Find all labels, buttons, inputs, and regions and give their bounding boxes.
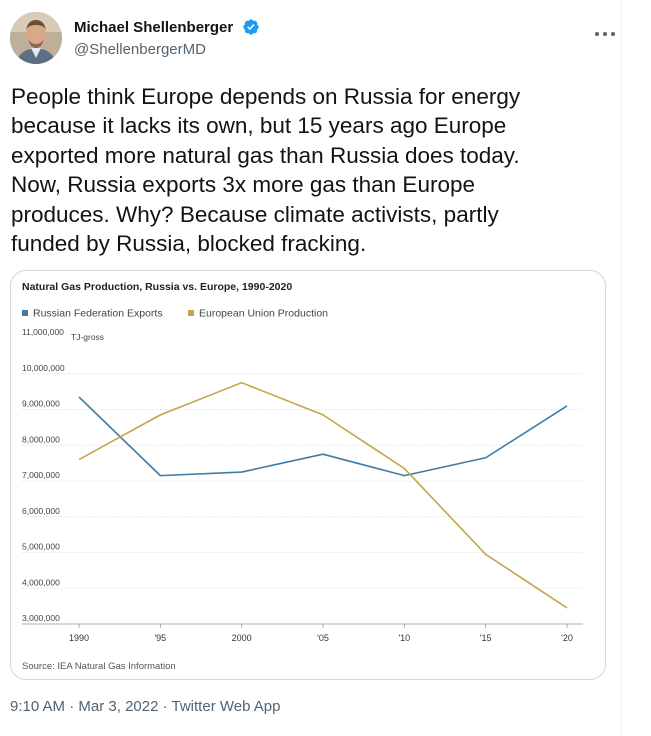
column-divider xyxy=(621,0,622,736)
author-handle[interactable]: @ShellenbergerMD xyxy=(74,41,206,58)
y-tick-label: 3,000,000 xyxy=(22,613,60,623)
chart-title: Natural Gas Production, Russia vs. Europ… xyxy=(22,281,292,293)
meta-separator: · xyxy=(162,698,168,715)
y-tick-label: 7,000,000 xyxy=(22,470,60,480)
x-tick-label: 2000 xyxy=(232,633,252,643)
y-tick-label: 11,000,000 xyxy=(22,327,64,337)
x-tick-label: '20 xyxy=(561,633,573,643)
x-tick-label: 1990 xyxy=(69,633,89,643)
tweet-media-chart[interactable]: 11,000,000 10,000,000 9,000,000 8,000,000 7,… xyxy=(10,270,606,680)
y-tick-label: 6,000,000 xyxy=(22,506,60,516)
chart-unit-label: TJ-gross xyxy=(71,332,104,342)
legend-swatch xyxy=(188,310,194,316)
tweet-time[interactable]: 9:10 AM xyxy=(10,698,66,715)
legend-label: European Union Production xyxy=(199,308,328,320)
tweet-date[interactable]: Mar 3, 2022 xyxy=(78,698,159,715)
chart-x-tick-labels: 1990 '95 2000 '05 '10 '15 '20 xyxy=(69,633,573,643)
tweet-header: Michael Shellenberger @ShellenbergerMD xyxy=(10,12,615,68)
tweet-client: Twitter Web App xyxy=(171,698,281,715)
series-line-russia xyxy=(78,396,568,477)
series-line-europe xyxy=(78,381,568,609)
author-name[interactable]: Michael Shellenberger xyxy=(74,19,234,36)
gas-production-chart: 11,000,000 10,000,000 9,000,000 8,000,000 7,… xyxy=(22,281,583,672)
y-tick-label: 10,000,000 xyxy=(22,363,65,373)
x-tick-label: '95 xyxy=(154,633,166,643)
tweet-meta: 9:10 AM · Mar 3, 2022 · Twitter Web App xyxy=(10,698,280,715)
more-dots-icon[interactable] xyxy=(593,24,617,44)
chart-grid xyxy=(22,373,583,628)
legend-swatch xyxy=(22,310,28,316)
x-tick-label: '10 xyxy=(398,633,410,643)
verified-badge-icon xyxy=(243,19,259,35)
x-tick-label: '15 xyxy=(480,633,492,643)
meta-separator: · xyxy=(69,698,75,715)
legend-label: Russian Federation Exports xyxy=(33,308,163,320)
y-tick-label: 4,000,000 xyxy=(22,577,60,587)
y-tick-label: 9,000,000 xyxy=(22,399,60,409)
y-tick-label: 5,000,000 xyxy=(22,542,60,552)
chart-source: Source: IEA Natural Gas Information xyxy=(22,661,176,672)
chart-series-lines xyxy=(78,381,568,609)
avatar[interactable] xyxy=(10,12,62,64)
y-tick-label: 8,000,000 xyxy=(22,434,60,444)
chart-legend: Russian Federation Exports European Union… xyxy=(22,308,328,320)
tweet-text: People think Europe depends on Russia fo… xyxy=(11,84,521,257)
x-tick-label: '05 xyxy=(317,633,329,643)
chart-y-tick-labels: 11,000,000 10,000,000 9,000,000 8,000,000 7,… xyxy=(22,327,65,623)
